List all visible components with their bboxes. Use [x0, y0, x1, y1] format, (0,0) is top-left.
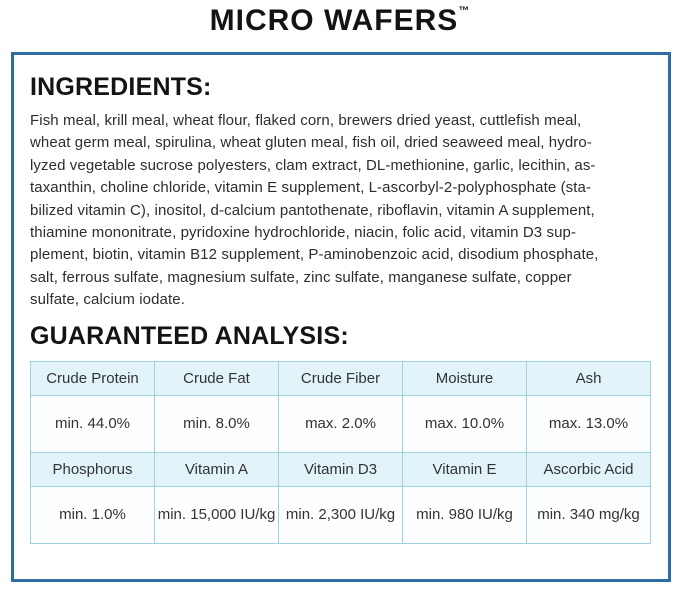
- guaranteed-analysis-heading: GUARANTEED ANALYSIS:: [30, 321, 349, 350]
- table-row-nutrient-headers-2: Phosphorus Vitamin A Vitamin D3 Vitamin …: [30, 451, 651, 487]
- value-cell: min. 2,300 IU/kg: [278, 485, 403, 544]
- trademark-symbol: ™: [458, 5, 470, 17]
- value-cell: max. 2.0%: [278, 394, 403, 453]
- header-cell: Crude Protein: [30, 360, 155, 396]
- ingredients-heading: INGREDIENTS:: [30, 73, 212, 101]
- ingredients-text: Fish meal, krill meal, wheat flour, flak…: [30, 110, 652, 312]
- header-cell: Vitamin E: [402, 451, 527, 487]
- header-cell: Vitamin D3: [278, 451, 403, 487]
- ingredient-line: taxanthin, choline chloride, vitamin E s…: [30, 179, 592, 197]
- page-title: MICRO WAFERS: [209, 4, 459, 37]
- ingredient-line: sulfate, calcium iodate.: [30, 291, 185, 309]
- value-cell: min. 8.0%: [154, 394, 279, 453]
- value-cell: max. 13.0%: [526, 394, 651, 453]
- table-row-nutrient-values-2: min. 1.0% min. 15,000 IU/kg min. 2,300 I…: [30, 485, 651, 544]
- value-cell: max. 10.0%: [402, 394, 527, 453]
- header-cell: Vitamin A: [154, 451, 279, 487]
- ingredient-line: plement, biotin, vitamin B12 supplement,…: [30, 246, 599, 264]
- value-cell: min. 340 mg/kg: [526, 485, 651, 544]
- header-cell: Phosphorus: [30, 451, 155, 487]
- ingredient-line: Fish meal, krill meal, wheat flour, flak…: [30, 112, 582, 129]
- value-cell: min. 44.0%: [30, 394, 155, 453]
- ingredient-line: salt, ferrous sulfate, magnesium sulfate…: [30, 268, 572, 286]
- header-cell: Crude Fiber: [278, 360, 403, 396]
- header-cell: Ash: [526, 360, 651, 396]
- ingredient-line: wheat germ meal, spirulina, wheat gluten…: [30, 134, 592, 152]
- table-row-nutrient-values-1: min. 44.0% min. 8.0% max. 2.0% max. 10.0…: [30, 394, 651, 453]
- ingredient-line: bilized vitamin C), inositol, d-calcium …: [30, 201, 595, 219]
- label-panel: INGREDIENTS: Fish meal, krill meal, whea…: [11, 52, 671, 582]
- guaranteed-analysis-table: Crude Protein Crude Fat Crude Fiber Mois…: [30, 360, 651, 544]
- value-cell: min. 980 IU/kg: [402, 485, 527, 544]
- header-cell: Ascorbic Acid: [526, 451, 651, 487]
- value-cell: min. 15,000 IU/kg: [154, 485, 279, 544]
- ingredient-line: lyzed vegetable sucrose polyesters, clam…: [30, 156, 596, 174]
- header-cell: Moisture: [402, 360, 527, 396]
- table-row-nutrient-headers-1: Crude Protein Crude Fat Crude Fiber Mois…: [30, 360, 651, 396]
- header-cell: Crude Fat: [154, 360, 279, 396]
- ingredient-line: thiamine mononitrate, pyridoxine hydroch…: [30, 224, 577, 242]
- title-row: MICRO WAFERS™: [0, 4, 679, 38]
- value-cell: min. 1.0%: [30, 485, 155, 544]
